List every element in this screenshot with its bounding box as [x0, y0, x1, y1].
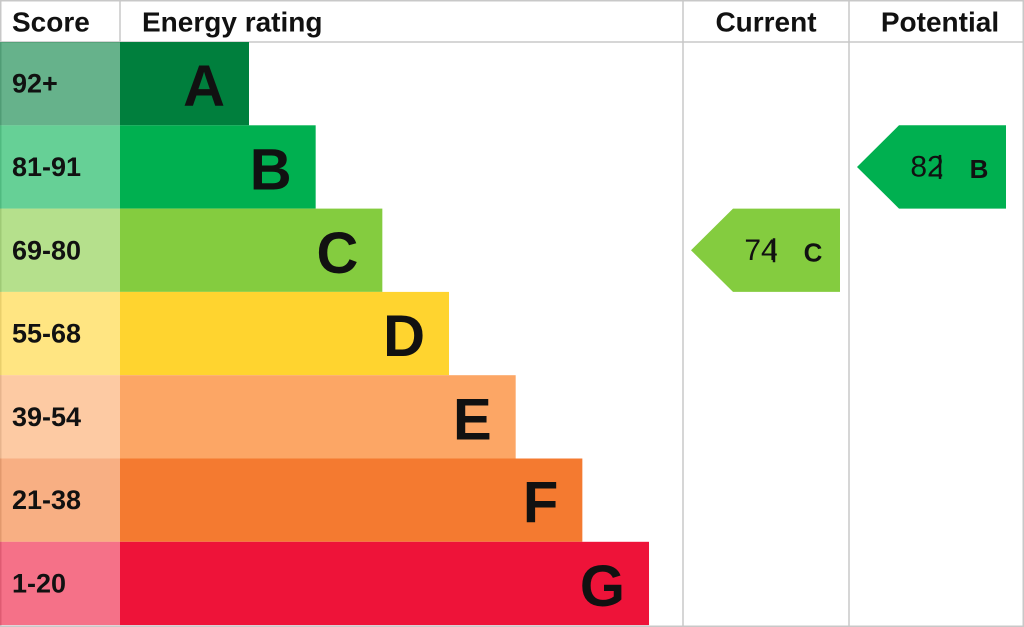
score-label: 39-54: [12, 402, 81, 432]
potential-arrow: [857, 125, 1006, 209]
score-cell: [0, 541, 120, 626]
rating-bar: [120, 458, 583, 542]
current-arrow: [691, 208, 840, 292]
header-rating: Energy rating: [142, 7, 322, 38]
rating-bar: [120, 125, 316, 209]
score-cell: [0, 291, 120, 376]
score-cell: [0, 458, 120, 542]
current-value: 74: [744, 234, 777, 267]
rating-letter: B: [250, 137, 292, 202]
score-cell: [0, 42, 120, 126]
score-label: 21-38: [12, 485, 81, 515]
score-cell: [0, 125, 120, 209]
rating-letter: F: [523, 471, 558, 536]
potential-value: 82: [910, 150, 943, 183]
rating-bar: [120, 375, 516, 459]
rating-bar: [120, 541, 650, 626]
header-score: Score: [12, 7, 90, 38]
score-label: 81-91: [12, 152, 81, 182]
score-cell: [0, 375, 120, 459]
rating-bar: [120, 42, 249, 126]
header-current: Current: [715, 7, 816, 38]
rating-letter: G: [580, 554, 625, 619]
current-letter: C: [804, 237, 823, 267]
score-label: 69-80: [12, 235, 81, 265]
score-label: 92+: [12, 69, 58, 99]
rating-letter: D: [383, 304, 425, 369]
score-cell: [0, 208, 120, 292]
header-potential: Potential: [881, 7, 999, 38]
score-label: 1-20: [12, 568, 66, 598]
rating-letter: A: [183, 54, 225, 119]
potential-letter: B: [970, 154, 989, 184]
rating-letter: C: [316, 221, 358, 286]
rating-letter: E: [453, 387, 492, 452]
rating-bar: [120, 291, 450, 376]
rating-bar: [120, 208, 383, 292]
score-label: 55-68: [12, 319, 81, 349]
